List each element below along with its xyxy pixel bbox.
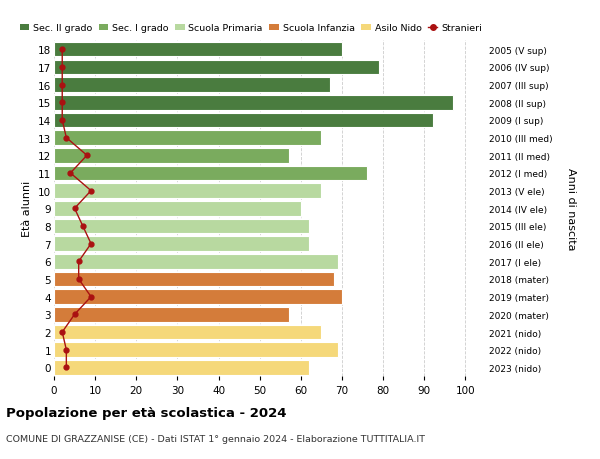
Bar — [54, 61, 379, 75]
Bar — [54, 96, 453, 110]
Bar — [54, 113, 433, 128]
Bar — [54, 78, 329, 93]
Bar — [54, 166, 367, 181]
Bar — [54, 237, 309, 252]
Bar — [54, 184, 322, 198]
Bar — [54, 255, 338, 269]
Bar — [54, 43, 342, 57]
Y-axis label: Età alunni: Età alunni — [22, 181, 32, 237]
Text: Popolazione per età scolastica - 2024: Popolazione per età scolastica - 2024 — [6, 406, 287, 419]
Bar — [54, 343, 338, 357]
Y-axis label: Anni di nascita: Anni di nascita — [566, 168, 576, 250]
Legend: Sec. II grado, Sec. I grado, Scuola Primaria, Scuola Infanzia, Asilo Nido, Stran: Sec. II grado, Sec. I grado, Scuola Prim… — [20, 24, 482, 33]
Bar — [54, 131, 322, 146]
Text: COMUNE DI GRAZZANISE (CE) - Dati ISTAT 1° gennaio 2024 - Elaborazione TUTTITALIA: COMUNE DI GRAZZANISE (CE) - Dati ISTAT 1… — [6, 434, 425, 443]
Bar — [54, 149, 289, 163]
Bar — [54, 202, 301, 216]
Bar — [54, 219, 309, 234]
Bar — [54, 290, 342, 304]
Bar — [54, 272, 334, 286]
Bar — [54, 308, 289, 322]
Bar — [54, 360, 309, 375]
Bar — [54, 325, 322, 340]
